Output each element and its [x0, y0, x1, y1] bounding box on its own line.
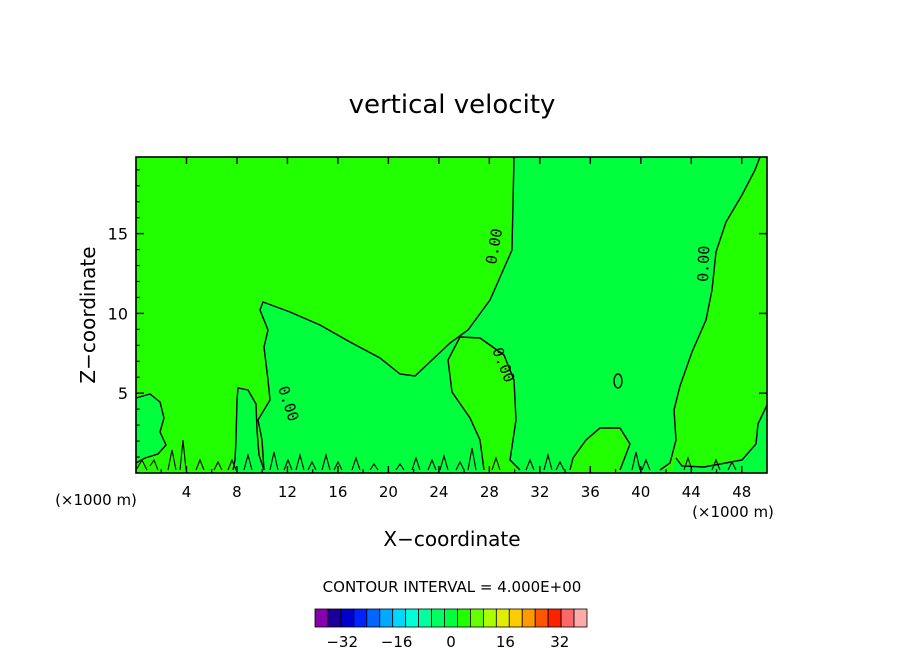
- contour-main-valley: [257, 156, 515, 471]
- colorbar-swatch-10: [444, 608, 458, 628]
- colorbar-swatch-11: [457, 608, 471, 628]
- chart-title: vertical velocity: [349, 90, 556, 120]
- x-tick-label-1: 8: [232, 483, 242, 501]
- colorbar-swatch-2: [340, 608, 355, 628]
- contour-small-blob: [613, 373, 623, 389]
- colorbar-swatch-20: [573, 608, 588, 628]
- x-unit-left: (×1000 m): [55, 491, 137, 509]
- y-tick-label-1: 10: [108, 304, 128, 323]
- x-unit-right: (×1000 m): [692, 503, 774, 521]
- contour-right-lower: [675, 404, 768, 468]
- x-tick-label-0: 4: [182, 483, 192, 501]
- x-tick-label-8: 36: [581, 483, 600, 501]
- colorbar-tick-label-1: −16: [381, 633, 413, 651]
- x-tick-label-2: 12: [278, 483, 297, 501]
- x-tick-label-3: 16: [328, 483, 347, 501]
- colorbar-swatch-14: [495, 608, 510, 628]
- colorbar-swatch-12: [470, 608, 484, 628]
- x-tick-label-11: 48: [732, 483, 751, 501]
- contour-left-edge: [135, 393, 167, 464]
- x-tick-label-5: 24: [429, 483, 448, 501]
- y-tick-label-2: 15: [108, 225, 128, 244]
- colorbar-swatch-5: [379, 608, 394, 628]
- colorbar-swatch-16: [521, 608, 536, 628]
- y-axis-label: Z−coordinate: [76, 246, 100, 383]
- x-tick-label-4: 20: [379, 483, 398, 501]
- plot-frame: [135, 156, 768, 474]
- colorbar-swatch-19: [560, 608, 575, 628]
- colorbar-tick-labels: −32 −16 0 16 32: [326, 633, 569, 651]
- contour-lines: [135, 156, 768, 471]
- colorbar: [314, 608, 588, 628]
- colorbar-swatch-0: [314, 608, 329, 628]
- colorbar-swatch-17: [534, 608, 549, 628]
- colorbar-swatch-7: [405, 608, 420, 628]
- x-tick-label-9: 40: [631, 483, 650, 501]
- plot-area: 0.00 0.00 0.00 0.00: [135, 156, 768, 474]
- contour-right-tall: [659, 156, 761, 471]
- contour-surface-noise: [135, 439, 737, 471]
- colorbar-swatch-3: [353, 608, 368, 628]
- y-axis: 5 10 15: [108, 169, 767, 458]
- contour-label-2: 0.00: [482, 227, 506, 266]
- contour-mid-lobe: [447, 336, 521, 471]
- x-axis-label: X−coordinate: [383, 527, 520, 551]
- y-tick-label-0: 5: [118, 384, 128, 403]
- colorbar-swatch-6: [392, 608, 407, 628]
- colorbar-swatch-9: [431, 608, 445, 628]
- field-negative-blob: [614, 374, 622, 388]
- x-tick-label-10: 44: [682, 483, 701, 501]
- contour-label-4: 0.00: [694, 245, 713, 282]
- contour-labels: 0.00 0.00 0.00 0.00: [274, 227, 713, 424]
- field-negative-lower: [136, 157, 767, 473]
- colorbar-swatch-8: [418, 608, 432, 628]
- contour-left-spike: [232, 387, 265, 471]
- colorbar-swatch-4: [366, 608, 381, 628]
- x-tick-label-7: 32: [530, 483, 549, 501]
- colorbar-tick-label-3: 16: [496, 633, 515, 651]
- contour-interval-label: CONTOUR INTERVAL = 4.000E+00: [323, 578, 582, 596]
- colorbar-swatch-1: [327, 608, 342, 628]
- colorbar-tick-label-4: 32: [550, 633, 569, 651]
- colorbar-swatch-18: [547, 608, 562, 628]
- colorbar-tick-label-0: −32: [326, 633, 358, 651]
- colorbar-swatch-13: [482, 608, 497, 628]
- x-tick-label-6: 28: [480, 483, 499, 501]
- contour-right-dome: [569, 427, 631, 471]
- x-axis: 4 8 12 16 20 24 28 32 36 40 44 48: [160, 157, 751, 501]
- colorbar-swatch-15: [508, 608, 523, 628]
- colorbar-tick-label-2: 0: [446, 633, 456, 651]
